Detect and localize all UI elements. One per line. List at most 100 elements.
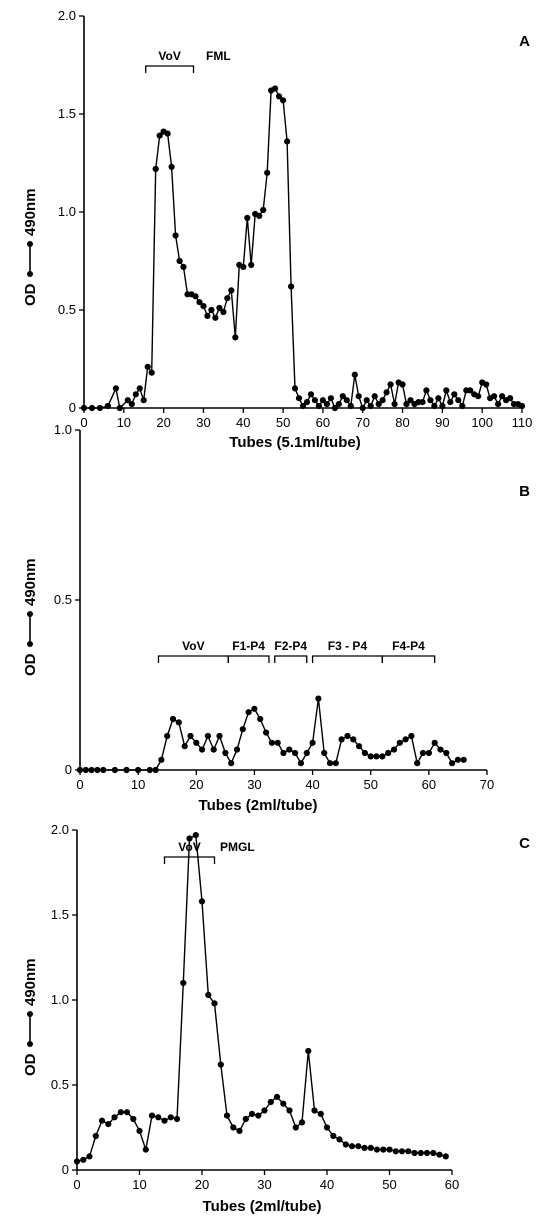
panel-c-data-point [92,1132,99,1140]
panel-a: A OD 490nm Tubes (5.1ml/tube) 0 10 20 30 40 5… [22,8,532,451]
panel-a-data-point [399,381,406,388]
panel-a-data-point [244,214,251,221]
panel-a-data-point [431,402,438,410]
panel-a-data-point [351,371,358,378]
panel-a-data-point [180,263,187,270]
panel-b-data-point [292,749,299,757]
panel-b-data-point [239,726,246,733]
panel-c-data-point [423,1149,431,1157]
panel-a-data-point [295,395,303,402]
panel-c-data-point [367,1144,374,1151]
panel-a-data-point [256,212,263,219]
panel-b-data-point [431,739,438,746]
panel-c-data-point [298,1119,306,1126]
panel-a-data-point [132,391,139,398]
panel-c-data-point [398,1148,406,1155]
panel-a-data-point [172,232,179,239]
panel-a-data-point [136,385,143,392]
panel-b-data-point [361,749,368,757]
panel-b-data-point [367,753,374,760]
panel-b: B OD 490nm Tubes (2ml/tube) 0 10 20 30 40 50 6… [22,422,530,814]
panel-b-bracket [227,655,270,663]
panel-c-data-point [280,1100,287,1107]
panel-a-data-point [240,263,247,270]
panel-c-data-point [155,1114,162,1121]
panel-c-x-tick-label: 20 [195,1177,209,1192]
panel-c-data-point [236,1127,243,1134]
panel-c-data-point [392,1148,399,1155]
panel-c-letter: C [519,835,530,852]
panel-b-data-point [135,766,142,774]
panel-a-fraction-label: FML [206,49,231,63]
panel-a-x-tick-label: 10 [117,415,131,430]
panel-a-data-point [168,163,175,170]
panel-a-data-point [200,303,207,310]
panel-a-data-point [355,393,362,400]
panel-a-data-point [299,402,307,410]
panel-c-y-tick-label: 1.0 [51,992,69,1007]
panel-b-data-point [76,766,84,774]
panel-c-data-point [73,1158,81,1165]
panel-a-data-point [343,397,350,404]
panel-b-data-point [385,749,392,757]
panel-c-data-point [436,1151,443,1158]
panel-a-y-tick-label: 1.0 [58,204,76,219]
panel-c-data-point [361,1144,368,1151]
panel-a-data-point [272,85,279,92]
panel-b-data-point [263,729,270,736]
panel-b-data-point [297,760,304,767]
panel-b-data-point [303,749,310,757]
panel-a-data-point [347,402,354,410]
panel-a-data-point [359,404,366,412]
panel-c-data-point [130,1115,137,1123]
panel-a-data-point [315,402,322,410]
panel-c-data-point [273,1093,281,1100]
panel-a-data-point [483,381,490,388]
panel-c: C OD 490nm Tubes (2ml/tube) 0 10 20 30 40 50 6… [22,822,530,1215]
panel-b-data-point [216,732,223,740]
panel-a-data-point [288,283,295,290]
panel-b-data-point [460,756,467,763]
panel-c-series-line [76,833,446,1163]
panel-c-data-point [411,1149,418,1157]
panel-c-data-point [317,1110,324,1117]
panel-b-xlabel: Tubes (2ml/tube) [199,797,318,814]
panel-a-data-point [427,397,434,404]
panel-c-data-point [217,1061,224,1068]
panel-a-data-point [104,402,111,410]
panel-b-data-point [350,736,357,743]
panel-b-data-point [204,732,211,740]
panel-a-y-tick-label: 0.5 [58,302,76,317]
panel-a-x-tick-label: 80 [395,415,409,430]
panel-a-data-point [248,261,255,268]
panel-a-y-tick-label: 1.5 [58,106,76,121]
panel-c-data-point [142,1146,149,1153]
panel-c-data-point [80,1156,87,1163]
panel-a-data-point [80,404,88,412]
panel-b-data-point [181,743,188,750]
panel-c-data-point [167,1114,174,1121]
panel-a-x-tick-label: 70 [355,415,369,430]
panel-c-data-point [111,1114,118,1121]
panel-a-ylabel: OD 490nm [22,188,39,306]
panel-b-ylabel-text: OD [22,653,39,676]
panel-a-data-point [228,287,235,294]
panel-b-data-point [164,732,171,740]
panel-a-data-point [387,381,394,388]
panel-a-data-point [116,404,123,412]
panel-c-data-point [430,1149,437,1157]
panel-c-bracket [163,856,216,864]
panel-a-data-point [280,97,287,104]
panel-b-data-point [187,732,194,740]
panel-a-data-point [467,387,474,394]
panel-a-data-point [323,401,330,408]
panel-a-data-point [367,402,374,410]
panel-c-x-tick-label: 60 [445,1177,459,1192]
panel-a-letter: A [519,33,530,50]
panel-c-data-point [136,1127,143,1134]
panel-c-y-tick-label: 1.5 [51,907,69,922]
panel-a-data-point [112,385,119,392]
panel-a-data-point [339,393,346,400]
panel-a-data-point [204,312,211,319]
panel-c-data-point [242,1115,249,1123]
